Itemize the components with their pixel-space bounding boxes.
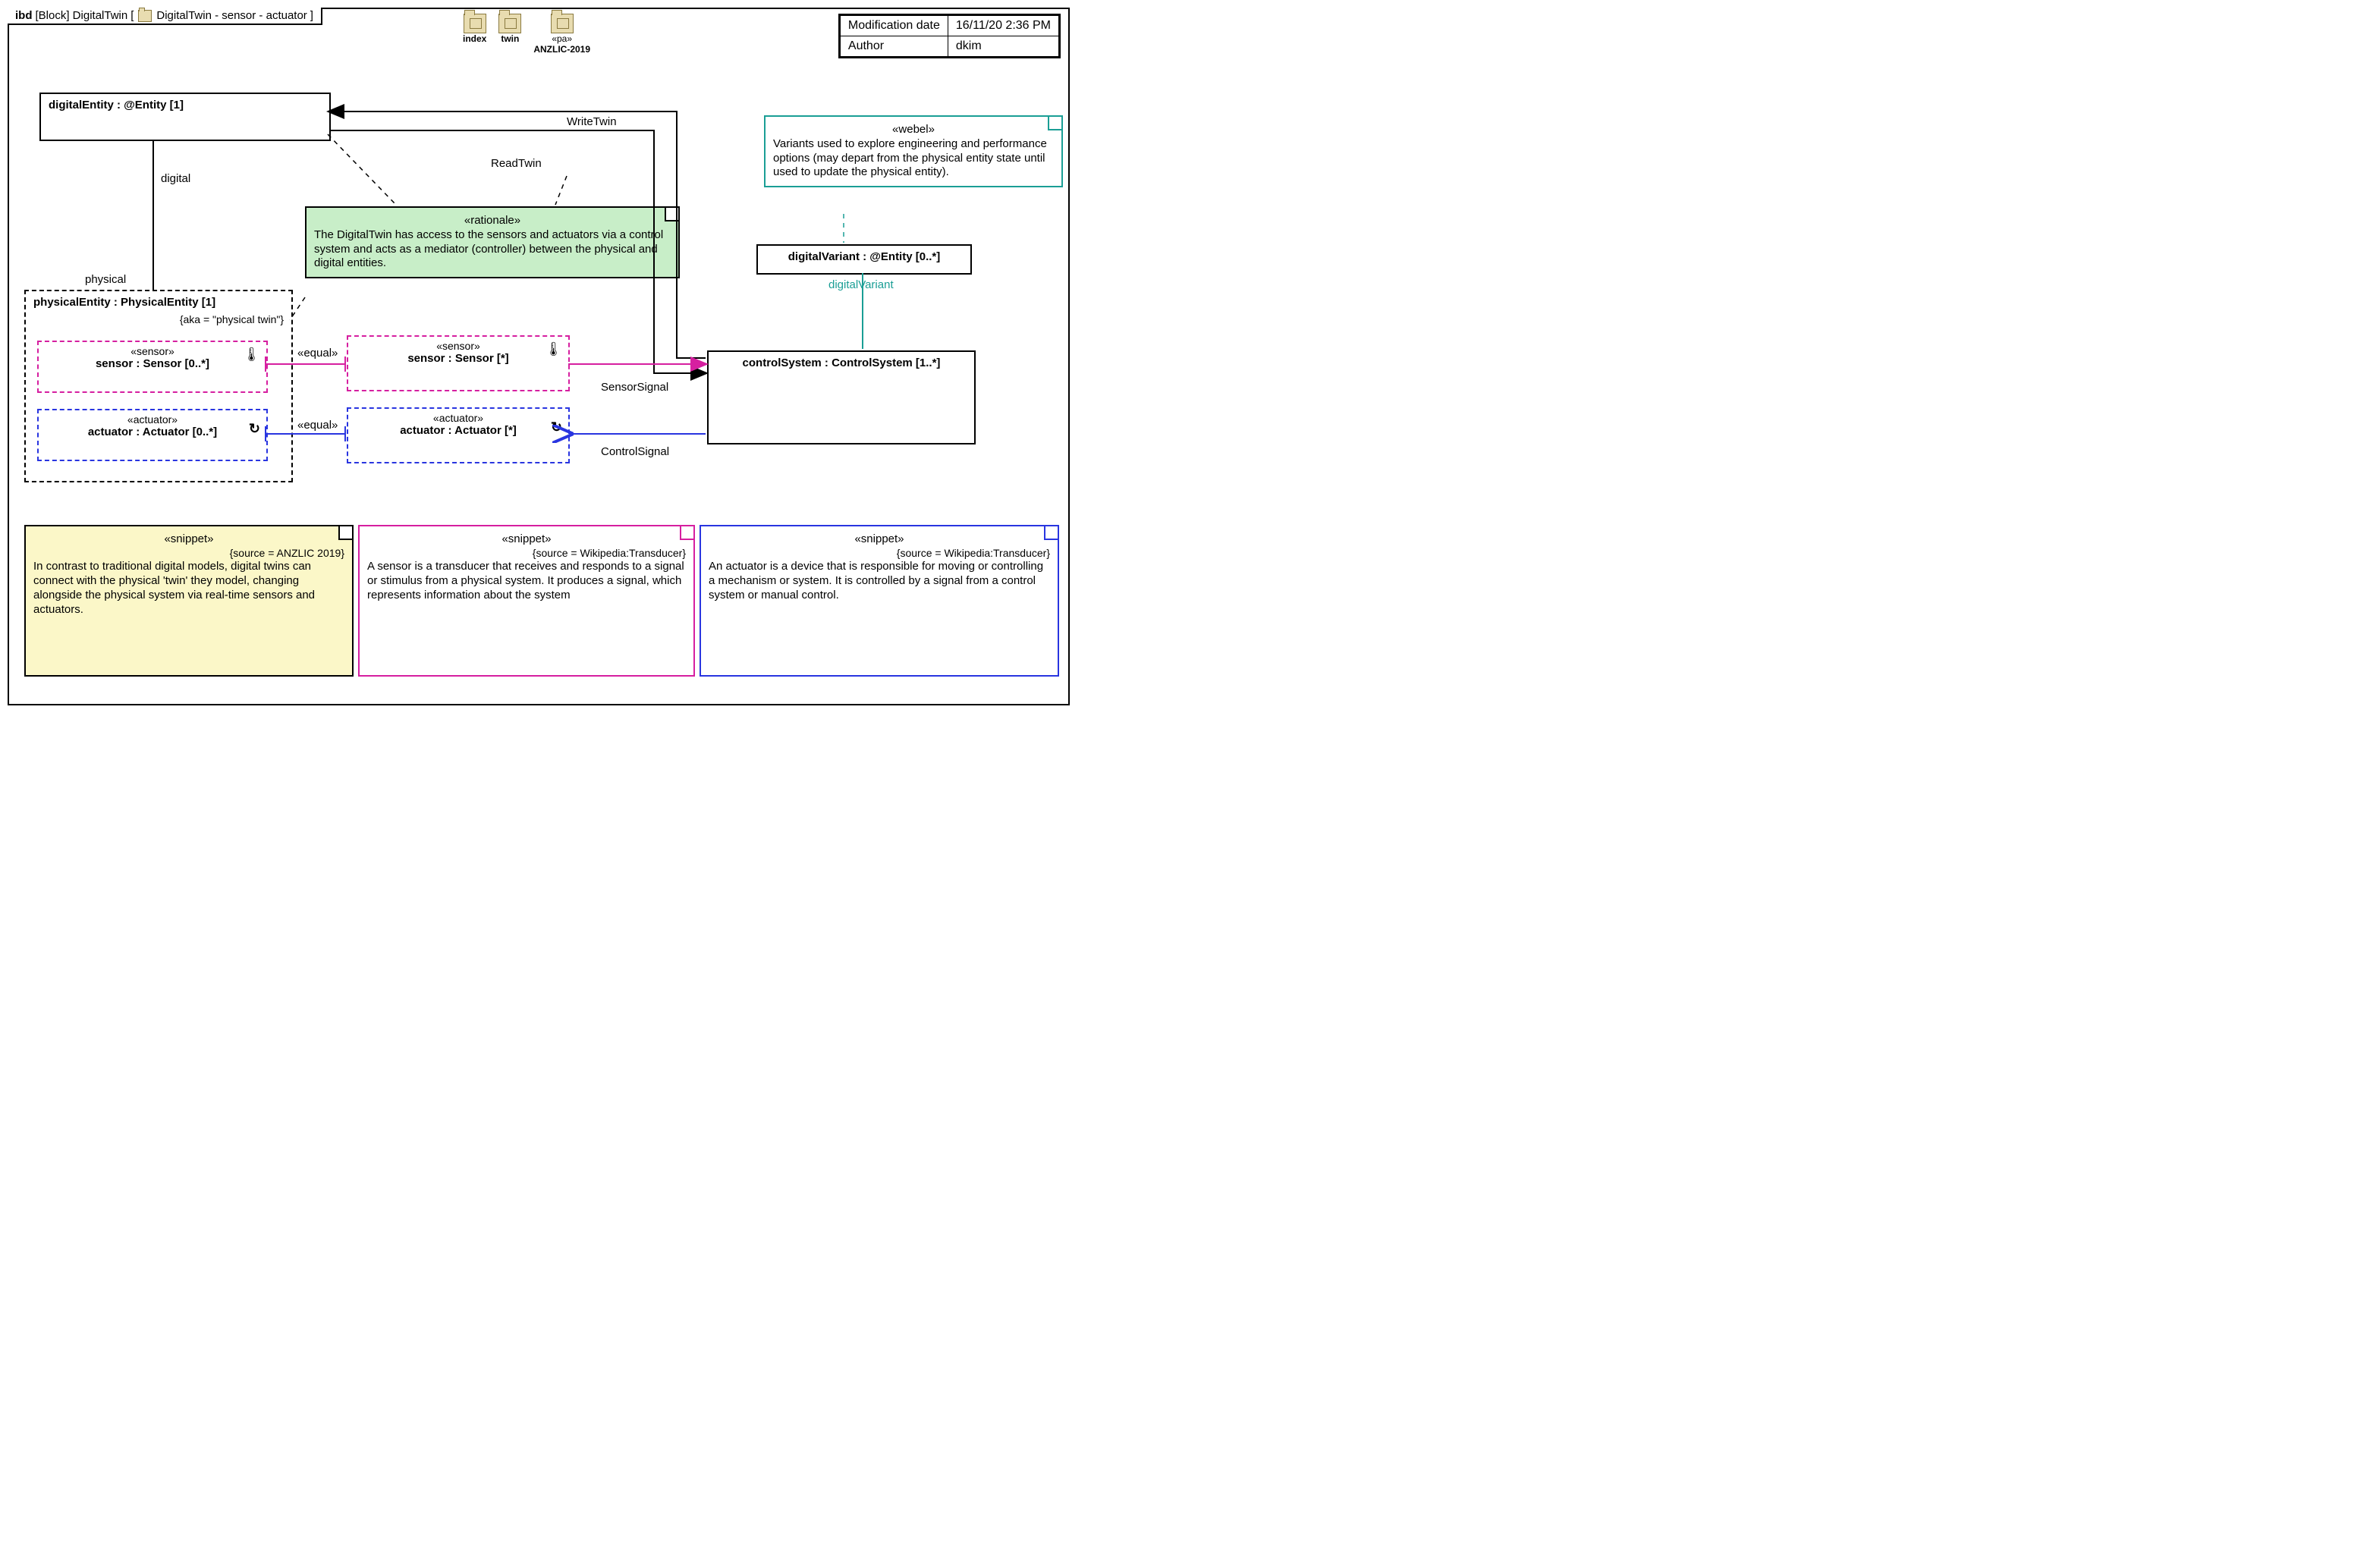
control-signal-label: ControlSignal: [601, 445, 669, 458]
snippet3-note: «snippet» {source = Wikipedia:Transducer…: [700, 525, 1059, 677]
frame-context: [Block] DigitalTwin: [36, 9, 128, 22]
sensor1-title: sensor : Sensor [0..*]: [39, 357, 266, 370]
rationale-body: The DigitalTwin has access to the sensor…: [314, 228, 671, 271]
webel-body: Variants used to explore engineering and…: [773, 137, 1054, 180]
actuator1-stereo: «actuator»: [39, 410, 266, 426]
equal-label-2: «equal»: [297, 419, 338, 432]
snippet2-body: A sensor is a transducer that receives a…: [367, 560, 686, 602]
pkg-pa-name: ANZLIC-2019: [533, 44, 590, 55]
refresh-icon: ↻: [249, 421, 260, 437]
frame-name: DigitalTwin - sensor - actuator: [156, 9, 307, 22]
meta-author-label: Author: [840, 36, 948, 57]
actuator2-title: actuator : Actuator [*]: [348, 424, 568, 437]
pkg-twin: twin: [498, 14, 521, 55]
pkg-twin-label: twin: [501, 33, 519, 44]
sensor1-block: «sensor» sensor : Sensor [0..*] 🌡: [37, 341, 268, 393]
meta-mod-label: Modification date: [840, 16, 948, 36]
webel-note: «webel» Variants used to explore enginee…: [764, 115, 1063, 187]
meta-table: Modification date 16/11/20 2:36 PM Autho…: [838, 14, 1061, 58]
actuator1-block: «actuator» actuator : Actuator [0..*] ↻: [37, 409, 268, 461]
thermometer-icon: 🌡: [243, 347, 260, 363]
thermometer-icon-2: 🌡: [545, 341, 562, 357]
digital-variant-title: digitalVariant : @Entity [0..*]: [758, 246, 970, 268]
sensor2-title: sensor : Sensor [*]: [348, 352, 568, 365]
rationale-note: «rationale» The DigitalTwin has access t…: [305, 206, 680, 278]
sensor-signal-label: SensorSignal: [601, 381, 668, 394]
physical-label: physical: [85, 273, 126, 286]
snippet3-title: «snippet»: [709, 532, 1050, 547]
control-system-block: controlSystem : ControlSystem [1..*]: [707, 350, 976, 444]
frame-kind: ibd: [15, 9, 33, 22]
digital-variant-edge-label: digitalVariant: [828, 278, 894, 291]
equal-label-1: «equal»: [297, 347, 338, 360]
control-system-title: controlSystem : ControlSystem [1..*]: [709, 352, 974, 374]
actuator2-stereo: «actuator»: [348, 409, 568, 424]
sensor2-stereo: «sensor»: [348, 337, 568, 352]
mini-pkg-icon: [138, 10, 152, 22]
snippet1-note: «snippet» {source = ANZLIC 2019} In cont…: [24, 525, 354, 677]
physical-entity-title: physicalEntity : PhysicalEntity [1]: [26, 291, 291, 313]
rationale-title: «rationale»: [314, 214, 671, 228]
meta-mod-value: 16/11/20 2:36 PM: [948, 16, 1058, 36]
snippet3-src: {source = Wikipedia:Transducer}: [709, 547, 1050, 561]
sensor2-block: «sensor» sensor : Sensor [*] 🌡: [347, 335, 570, 391]
sensor1-stereo: «sensor»: [39, 342, 266, 357]
pkg-index: index: [463, 14, 486, 55]
snippet2-title: «snippet»: [367, 532, 686, 547]
digital-label: digital: [161, 172, 190, 185]
read-twin-label: ReadTwin: [491, 157, 542, 170]
physical-entity-block: physicalEntity : PhysicalEntity [1] {aka…: [24, 290, 293, 482]
pkg-pa-stereo: «pa»: [552, 33, 572, 44]
meta-author-value: dkim: [948, 36, 1058, 57]
physical-entity-aka: {aka = "physical twin"}: [26, 313, 291, 325]
pkg-index-label: index: [463, 33, 486, 44]
webel-title: «webel»: [773, 123, 1054, 137]
package-icons: index twin «pa» ANZLIC-2019: [457, 14, 596, 55]
frame-header: ibd [Block] DigitalTwin [ DigitalTwin - …: [8, 8, 322, 25]
snippet2-note: «snippet» {source = Wikipedia:Transducer…: [358, 525, 695, 677]
digital-entity-block: digitalEntity : @Entity [1]: [39, 93, 331, 141]
actuator2-block: «actuator» actuator : Actuator [*] ↻: [347, 407, 570, 463]
write-twin-label: WriteTwin: [567, 115, 617, 128]
snippet1-src: {source = ANZLIC 2019}: [33, 547, 344, 561]
refresh-icon-2: ↻: [551, 419, 562, 435]
pkg-anzlic: «pa» ANZLIC-2019: [533, 14, 590, 55]
digital-entity-title: digitalEntity : @Entity [1]: [41, 94, 329, 116]
snippet3-body: An actuator is a device that is responsi…: [709, 560, 1050, 602]
snippet1-title: «snippet»: [33, 532, 344, 547]
snippet2-src: {source = Wikipedia:Transducer}: [367, 547, 686, 561]
ibd-frame: ibd [Block] DigitalTwin [ DigitalTwin - …: [8, 8, 1070, 705]
snippet1-body: In contrast to traditional digital model…: [33, 560, 344, 617]
actuator1-title: actuator : Actuator [0..*]: [39, 426, 266, 438]
digital-variant-block: digitalVariant : @Entity [0..*]: [756, 244, 972, 275]
